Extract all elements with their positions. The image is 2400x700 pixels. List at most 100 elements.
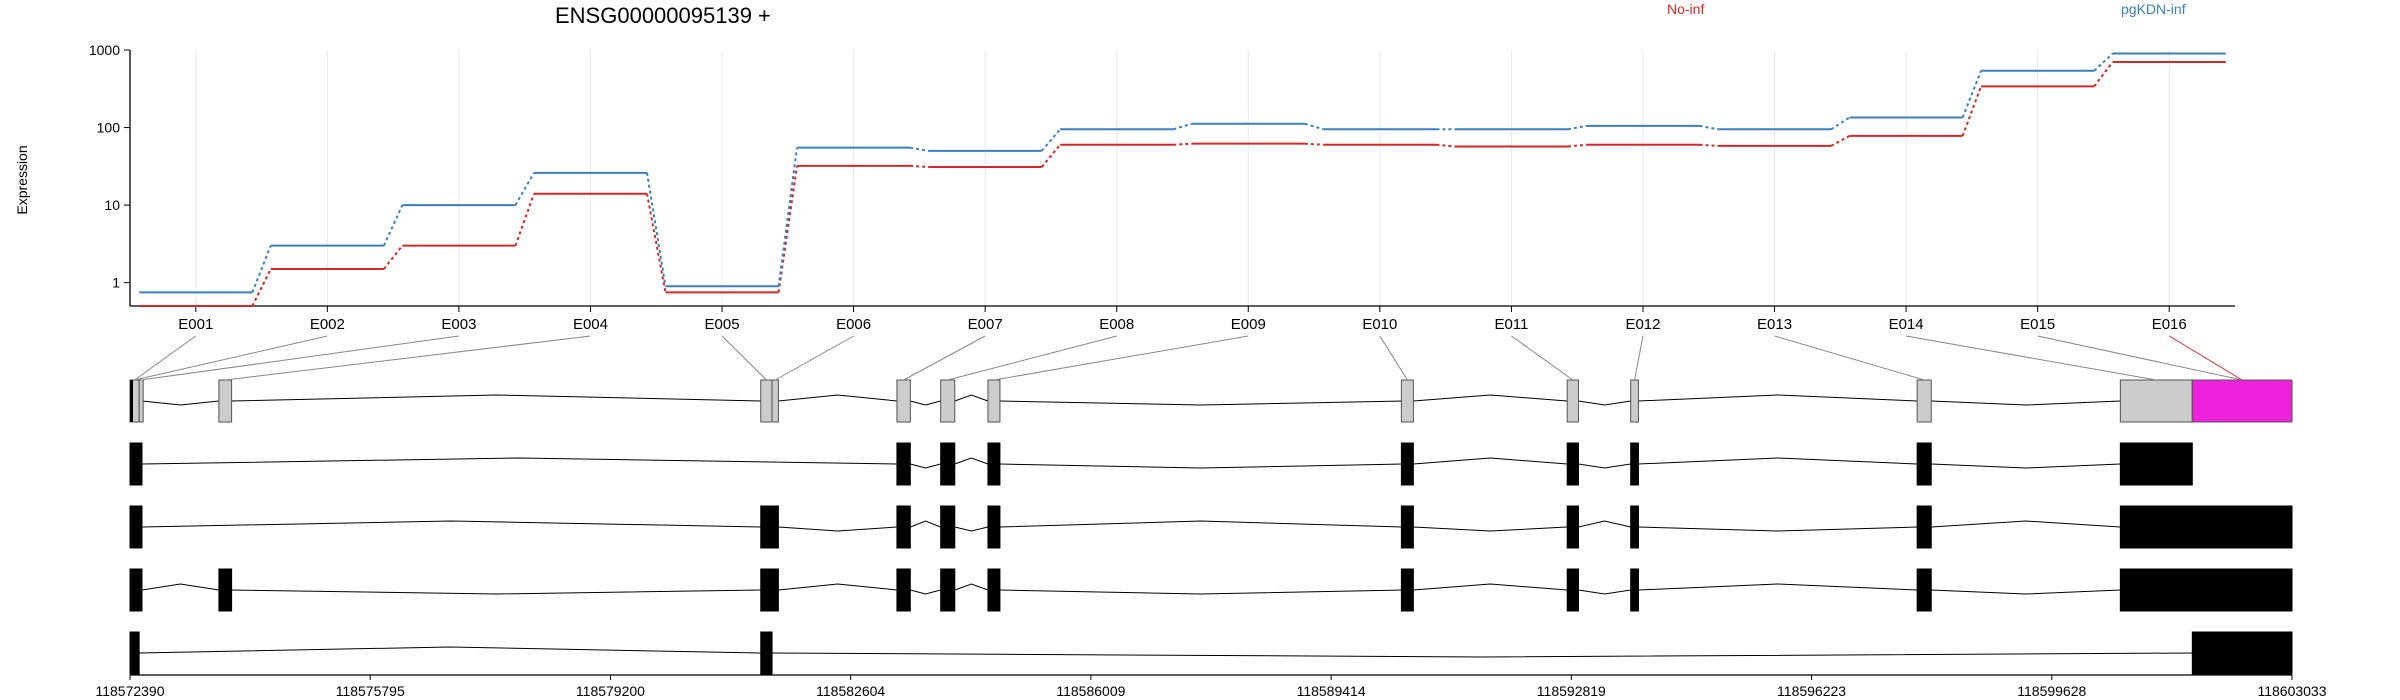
exon-connector [774,335,854,381]
series-no-inf-connector [910,164,929,168]
coordinate-tick-label: 118596223 [1777,683,1846,699]
transcript-1-intron [1578,463,1631,469]
transcript-3-intron [231,589,761,595]
exon-connector [2037,335,2243,381]
transcript-2-intron [1578,520,1631,528]
x-tick-label-e004: E004 [573,316,608,333]
transcript-4-intron [772,652,2193,658]
x-tick-label-e009: E009 [1231,316,1266,333]
transcript-3-exon [987,568,1001,612]
transcript-1-intron [954,457,989,465]
series-no-inf-connector [1961,85,1983,137]
transcript-2-exon [987,505,1001,549]
legend-item-no-inf: No-inf [1667,1,1704,17]
exon-bin-exon [218,379,233,423]
x-tick-label-e003: E003 [441,316,476,333]
transcript-1-exon [987,442,1001,486]
exon-bin-exon [771,379,779,423]
gene-start-marker [130,380,133,422]
exon-bin-exon [1916,379,1932,423]
exon-bin-intron [954,394,989,402]
exon-bin-exon [896,379,911,423]
transcript-3-intron [1638,583,1918,591]
transcript-3-exon [1400,568,1414,612]
series-no-inf-connector [1304,142,1324,146]
coordinate-tick-label: 118599628 [2017,683,2086,699]
x-tick-label-e006: E006 [836,316,871,333]
exon-bin-exon [1566,379,1579,423]
exon-bin-highlight [2191,379,2293,423]
exon-connector [903,335,986,381]
transcript-3-exon [940,568,956,612]
exon-bin-intron [1931,400,2121,406]
transcript-2-intron [910,520,941,528]
transcript-3-intron [954,583,989,591]
transcript-1-exon [129,442,143,486]
series-no-inf-connector [514,193,535,246]
transcript-2-intron [778,526,897,532]
transcript-1-intron [1931,463,2121,469]
x-tick-label-e013: E013 [1757,316,1792,333]
y-tick-label: 1 [112,275,120,291]
coordinate-tick-label: 118582604 [816,683,885,699]
transcript-2-exon [1916,505,1932,549]
exon-bin-exon [1630,379,1639,423]
transcript-4-exon [129,631,140,675]
transcript-3-intron [1413,583,1568,591]
exon-bin-intron [778,394,897,402]
x-tick-label-e001: E001 [178,316,213,333]
series-pgkdn-inf-connector [1173,122,1192,131]
transcript-1-exon [1566,442,1579,486]
exon-connector [134,335,328,381]
chart-title: ENSG00000095139 + [555,3,771,28]
transcript-3-exon [1630,568,1639,612]
transcript-3-intron [141,583,219,591]
coordinate-tick-label: 118575795 [336,683,405,699]
x-tick-label-e011: E011 [1494,316,1528,333]
exon-connector [1906,335,2157,381]
transcript-2-exon [760,505,779,549]
exon-bin-intron [1578,400,1631,406]
transcript-4-exon [2191,631,2293,675]
y-tick-label: 1000 [89,42,120,58]
exon-connector [993,335,1249,381]
coordinate-tick-label: 118603033 [2257,683,2326,699]
transcript-1-exon [1400,442,1414,486]
transcript-3-intron [1931,589,2121,595]
series-pgkdn-inf-connector [1567,124,1587,131]
transcript-2-intron [1413,526,1568,532]
transcript-3-intron [910,589,941,595]
series-pgkdn-inf-connector [514,172,535,206]
exon-bin-intron [910,400,941,406]
exon-connector [947,335,1117,381]
transcript-3-intron [999,589,1402,595]
exon-connector [1379,335,1408,381]
exon-bin-exon [940,379,956,423]
expression-plot: 1 10 100 1000 E001 E002 E003 E004 E005 E006 E007 E0… [89,42,2235,333]
series-no-inf-connector [777,165,799,293]
coordinate-tick-label: 118589414 [1297,683,1366,699]
x-tick-label-e010: E010 [1362,316,1397,333]
series-no-inf-connector [1040,144,1061,168]
coordinate-tick-label: 118579200 [576,683,645,699]
exon-bin-intron [141,400,219,406]
exon-connector [140,335,459,381]
exon-connector [2168,335,2243,381]
transcript-2-exon [129,505,143,549]
exon-connector [134,335,197,381]
x-tick-label-e015: E015 [2020,316,2055,333]
series-no-inf-connector [383,245,404,270]
exon-bin-exon [2119,379,2193,423]
transcript-2-exon [940,505,956,549]
transcript-1-exon [2119,442,2193,486]
series-pgkdn-inf-connector [251,245,272,293]
series-pgkdn-inf-connector [2093,52,2114,72]
transcript-1-intron [910,463,941,469]
transcript-2-intron [1638,526,1918,532]
series-no-inf-connector [2093,61,2114,87]
exon-bin-exon [760,379,773,423]
series-pgkdn-inf-connector [646,172,667,287]
series-pgkdn-inf-connector [1040,128,1061,152]
series-no-inf-connector [1699,143,1719,147]
